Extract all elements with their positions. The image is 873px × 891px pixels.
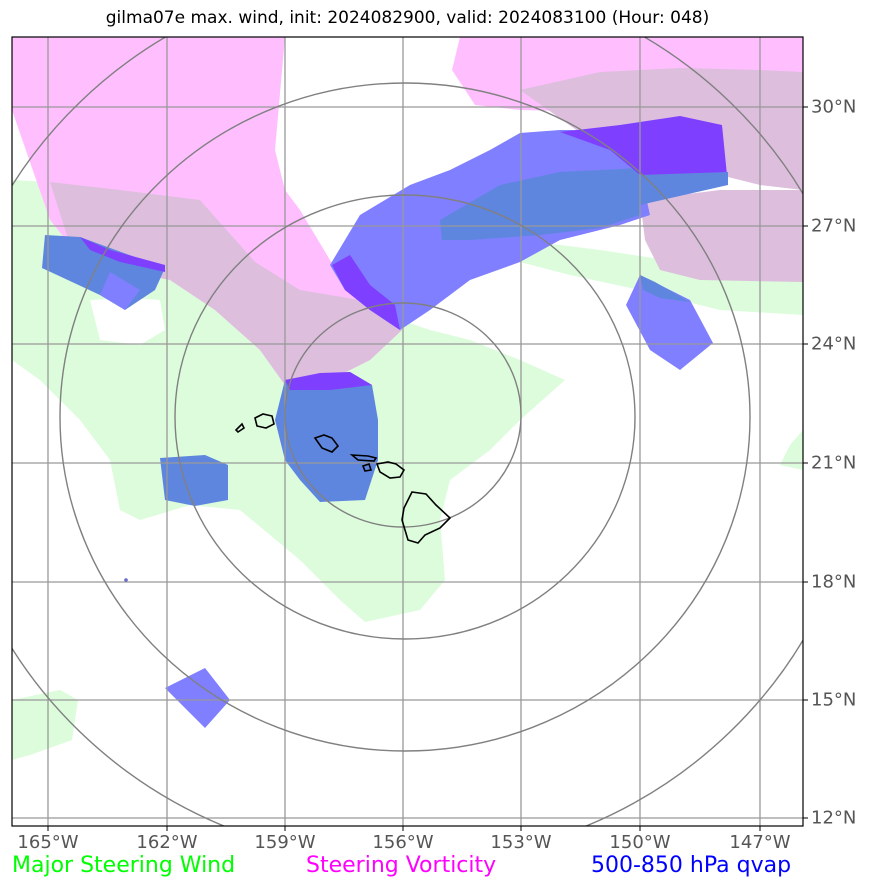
steering-vorticity-field [12,37,803,385]
lat-ticks [803,106,808,819]
lat-label-24n: 24°N [811,333,857,355]
lon-label-165w: 165°W [17,832,79,853]
lat-label-27n: 27°N [811,215,857,237]
map-title: gilma07e max. wind, init: 2024082900, va… [105,8,710,28]
lon-ticks [47,826,761,831]
lat-label-30n: 30°N [811,96,857,118]
range-ring-1 [284,302,522,528]
lon-label-153w: 153°W [490,832,552,853]
island-oahu [313,434,340,453]
lat-label-12n: 12°N [811,807,857,829]
range-ring-3 [59,82,751,752]
island-marker [124,578,128,582]
island-lanai [361,462,373,472]
lon-label-147w: 147°W [729,832,791,853]
island-maui [375,461,406,479]
island-niihau [234,422,246,434]
island-kauai [254,413,275,429]
lat-label-18n: 18°N [811,571,857,593]
island-hawaii [401,491,452,544]
graticule [12,37,803,826]
lat-label-15n: 15°N [811,689,857,711]
lon-label-162w: 162°W [136,832,198,853]
qvap-field [42,116,728,728]
range-ring-2 [174,194,636,640]
legend-steering-vorticity: Steering Vorticity [306,853,497,878]
range-rings [12,37,803,826]
lon-label-159w: 159°W [254,832,316,853]
legend-qvap: 500-850 hPa qvap [591,853,792,878]
lon-label-150w: 150°W [609,832,671,853]
lat-label-21n: 21°N [811,452,857,474]
map-frame [11,36,804,827]
legend-steering-wind: Major Steering Wind [12,853,236,878]
island-molokai [349,454,378,462]
lon-label-156w: 156°W [372,832,434,853]
hawaii-coastline [124,413,452,582]
